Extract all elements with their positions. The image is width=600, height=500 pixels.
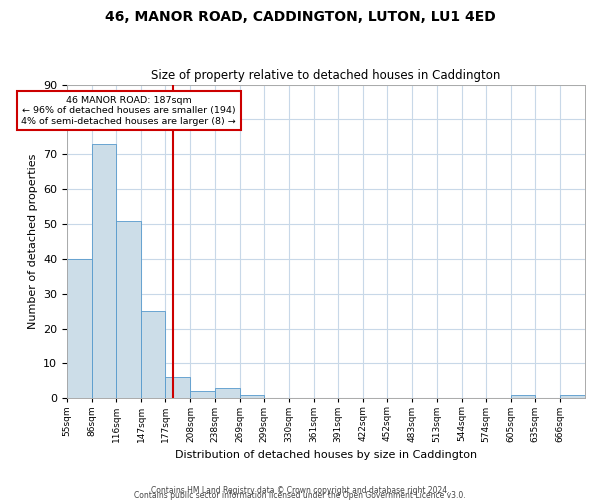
Title: Size of property relative to detached houses in Caddington: Size of property relative to detached ho… <box>151 69 500 82</box>
Bar <box>92 144 116 399</box>
Bar <box>511 395 535 398</box>
Text: 46 MANOR ROAD: 187sqm
← 96% of detached houses are smaller (194)
4% of semi-deta: 46 MANOR ROAD: 187sqm ← 96% of detached … <box>22 96 236 126</box>
Bar <box>67 259 92 398</box>
Text: Contains HM Land Registry data © Crown copyright and database right 2024.: Contains HM Land Registry data © Crown c… <box>151 486 449 495</box>
X-axis label: Distribution of detached houses by size in Caddington: Distribution of detached houses by size … <box>175 450 477 460</box>
Bar <box>116 220 141 398</box>
Bar <box>166 378 190 398</box>
Bar <box>215 388 239 398</box>
Bar <box>560 395 585 398</box>
Bar <box>190 392 215 398</box>
Y-axis label: Number of detached properties: Number of detached properties <box>28 154 38 329</box>
Text: 46, MANOR ROAD, CADDINGTON, LUTON, LU1 4ED: 46, MANOR ROAD, CADDINGTON, LUTON, LU1 4… <box>104 10 496 24</box>
Bar <box>239 395 264 398</box>
Text: Contains public sector information licensed under the Open Government Licence v3: Contains public sector information licen… <box>134 491 466 500</box>
Bar <box>141 311 166 398</box>
